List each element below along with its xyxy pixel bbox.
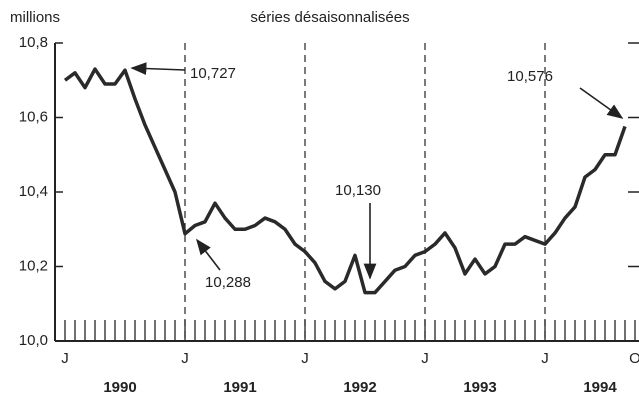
y-unit: millions [10,9,60,26]
chart-title: séries désaisonnalisées [250,9,409,26]
annotation: 10,130 [335,182,381,199]
x-tick-label: J [421,350,429,367]
year-label: 1993 [463,379,496,396]
annotation: 10,727 [190,65,236,82]
x-tick-label: J [181,350,189,367]
x-tick-label: J [541,350,549,367]
y-tick-label: 10,4 [19,183,48,200]
x-tick-label: O [629,350,639,367]
annotation-arrow [196,238,221,271]
annotation: 10,576 [507,68,553,85]
year-label: 1991 [223,379,256,396]
year-label: 1994 [583,379,617,396]
annotation-arrow [579,87,624,119]
y-tick-label: 10,8 [19,34,48,51]
y-tick-label: 10,0 [19,332,48,349]
data-line [63,67,627,295]
x-tick-label: J [61,350,69,367]
year-label: 1990 [103,379,136,396]
year-label: 1992 [343,379,376,396]
annotation: 10,288 [205,274,251,291]
y-tick-label: 10,6 [19,108,48,125]
x-tick-label: J [301,350,309,367]
y-tick-label: 10,2 [19,257,48,274]
annotation-arrow [130,62,186,75]
